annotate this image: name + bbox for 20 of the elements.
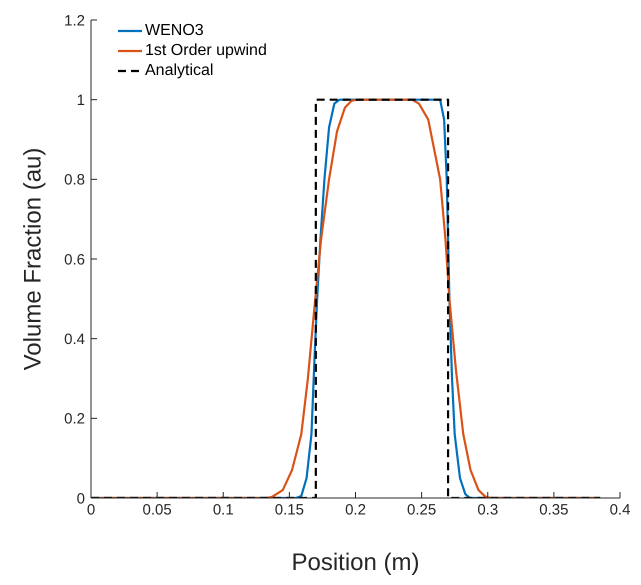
x-tick-label: 0.3 [477, 502, 498, 519]
y-tick-label: 1 [76, 92, 85, 109]
y-tick-label: 1.2 [64, 12, 85, 30]
x-tick-label: 0.1 [212, 502, 234, 519]
x-tick-label: 0.2 [345, 502, 366, 519]
x-tick-label: 0.05 [142, 502, 172, 519]
y-tick-label: 0.4 [64, 330, 85, 348]
x-axis-title: Position (m) [291, 549, 420, 576]
x-tick-label: 0.35 [539, 502, 568, 519]
y-tick-label: 0.8 [64, 172, 85, 189]
x-tick-label: 0.25 [407, 502, 436, 519]
y-axis-title: Volume Fraction (au) [20, 148, 47, 370]
legend-label: WENO3 [145, 22, 204, 40]
x-tick-label: 0.4 [610, 502, 630, 519]
legend-label: 1st Order upwind [145, 42, 267, 60]
y-tick-label: 0 [76, 490, 85, 508]
y-tick-label: 0.6 [64, 251, 85, 268]
x-tick-label: 0.15 [274, 502, 304, 519]
y-tick-label: 0.2 [64, 410, 85, 428]
legend-label: Analytical [145, 62, 214, 80]
